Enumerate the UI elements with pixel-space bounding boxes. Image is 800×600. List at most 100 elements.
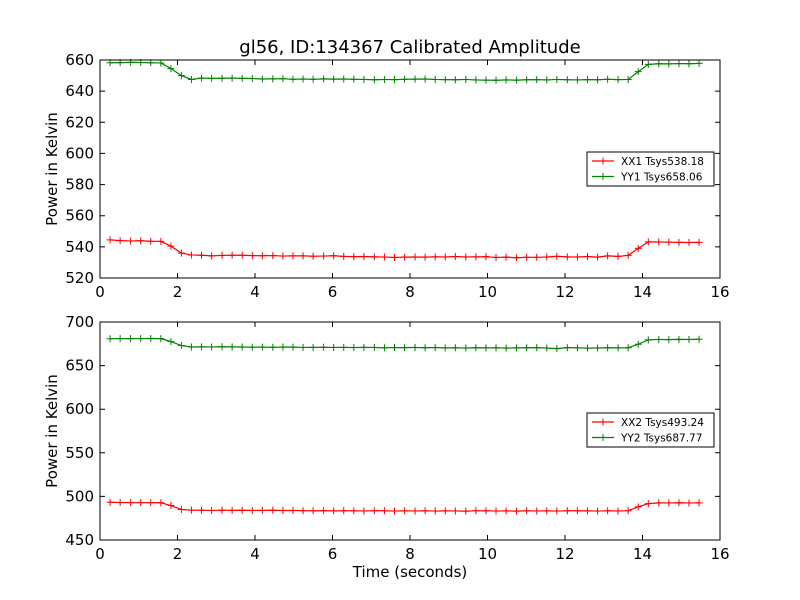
data-point: [218, 343, 226, 351]
data-point: [685, 238, 693, 246]
data-point: [380, 253, 388, 261]
data-point: [665, 60, 673, 68]
data-point: [360, 507, 368, 515]
data-point: [380, 75, 388, 83]
data-point: [594, 76, 602, 84]
data-point: [482, 76, 490, 84]
data-point: [583, 344, 591, 352]
data-point: [106, 335, 114, 343]
data-point: [299, 252, 307, 260]
data-point: [370, 507, 378, 515]
data-point: [228, 251, 236, 259]
data-point: [391, 253, 398, 261]
data-point: [472, 76, 480, 84]
data-point: [665, 238, 673, 246]
data-point: [665, 336, 673, 344]
data-point: [269, 252, 277, 260]
data-point: [614, 76, 622, 84]
data-point: [248, 506, 256, 514]
x-tick-label: 16: [710, 283, 729, 301]
data-point: [269, 75, 277, 83]
data-point: [391, 344, 398, 352]
data-point: [106, 498, 114, 506]
data-point: [198, 506, 206, 514]
data-point: [299, 343, 307, 351]
data-point: [279, 252, 287, 260]
x-tick-label: 4: [250, 283, 260, 301]
data-point: [441, 76, 449, 84]
data-point: [614, 344, 622, 352]
data-point: [177, 505, 185, 513]
data-point: [167, 502, 175, 510]
data-point: [198, 251, 206, 259]
data-point: [167, 338, 175, 346]
data-point: [258, 343, 266, 351]
data-point: [563, 76, 571, 84]
legend-label: XX1 Tsys538.18: [621, 156, 704, 168]
data-point: [228, 74, 236, 82]
bottom-plot: 0 2 4 6 8 10 12 14 16 450 500 550 600 650 700 Power in …: [43, 313, 730, 563]
data-point: [573, 507, 581, 515]
data-point: [411, 75, 419, 83]
y-tick-label: 620: [65, 113, 94, 131]
data-point: [441, 507, 449, 515]
data-point: [604, 344, 612, 352]
data-point: [299, 507, 307, 515]
data-point: [248, 75, 256, 83]
data-point: [299, 75, 307, 83]
data-point: [451, 76, 459, 84]
legend-box: [586, 412, 715, 448]
data-point: [441, 253, 449, 261]
data-point: [472, 507, 480, 515]
data-point: [350, 344, 358, 352]
data-point: [279, 343, 287, 351]
data-point: [401, 507, 409, 515]
data-point: [380, 507, 388, 515]
data-point: [401, 75, 409, 83]
data-point: [634, 503, 642, 511]
y-tick-label: 560: [65, 207, 94, 225]
data-point: [695, 59, 703, 67]
data-point: [350, 75, 358, 83]
data-point: [482, 253, 490, 261]
data-point: [441, 344, 449, 352]
data-point: [644, 336, 652, 344]
data-point: [634, 244, 642, 252]
data-point: [391, 507, 398, 515]
data-point: [624, 507, 632, 515]
y-axis-label: Power in Kelvin: [43, 112, 61, 226]
data-point: [502, 507, 510, 515]
x-tick-label: 10: [478, 283, 497, 301]
data-point: [289, 343, 297, 351]
data-point: [167, 242, 175, 250]
data-point: [523, 76, 531, 84]
data-point: [391, 76, 398, 84]
x-tick-label: 10: [478, 545, 497, 563]
data-point: [492, 253, 500, 261]
data-point: [695, 335, 703, 343]
data-point: [248, 252, 256, 260]
data-point: [451, 253, 459, 261]
legend-label: YY1 Tsys658.06: [620, 172, 703, 184]
data-point: [614, 252, 622, 260]
legend-label: YY2 Tsys687.77: [620, 433, 702, 445]
data-point: [523, 344, 531, 352]
y-tick-label: 520: [65, 269, 94, 287]
data-point: [421, 75, 429, 83]
data-point: [238, 251, 246, 259]
data-point: [563, 253, 571, 261]
data-point: [218, 74, 226, 82]
data-point: [187, 251, 195, 259]
x-tick-label: 4: [250, 545, 260, 563]
data-point: [553, 75, 561, 83]
data-point: [472, 253, 480, 261]
data-point: [360, 343, 368, 351]
data-point: [462, 253, 470, 261]
legend-marker: [599, 173, 607, 180]
y-tick-label: 660: [65, 51, 94, 69]
data-point: [279, 75, 287, 83]
data-point: [238, 343, 246, 351]
legend-marker: [599, 418, 607, 426]
data-point: [147, 499, 155, 507]
y-tick-label: 540: [65, 238, 94, 256]
